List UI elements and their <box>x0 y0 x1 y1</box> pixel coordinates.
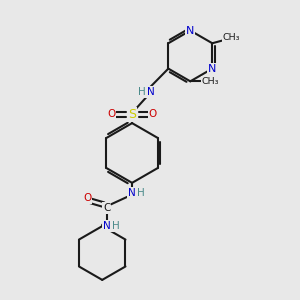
Text: S: S <box>128 108 136 121</box>
Text: CH₃: CH₃ <box>222 33 240 42</box>
Text: N: N <box>147 87 155 97</box>
Text: CH₃: CH₃ <box>201 77 219 86</box>
Text: O: O <box>107 109 115 119</box>
Text: O: O <box>149 109 157 119</box>
Text: N: N <box>208 64 217 74</box>
Text: N: N <box>186 26 194 36</box>
Text: H: H <box>137 188 145 198</box>
Text: H: H <box>138 87 146 97</box>
Text: N: N <box>128 188 136 198</box>
Text: O: O <box>83 193 92 203</box>
Text: N: N <box>103 221 111 231</box>
Text: H: H <box>112 221 119 231</box>
Text: C: C <box>103 203 110 213</box>
